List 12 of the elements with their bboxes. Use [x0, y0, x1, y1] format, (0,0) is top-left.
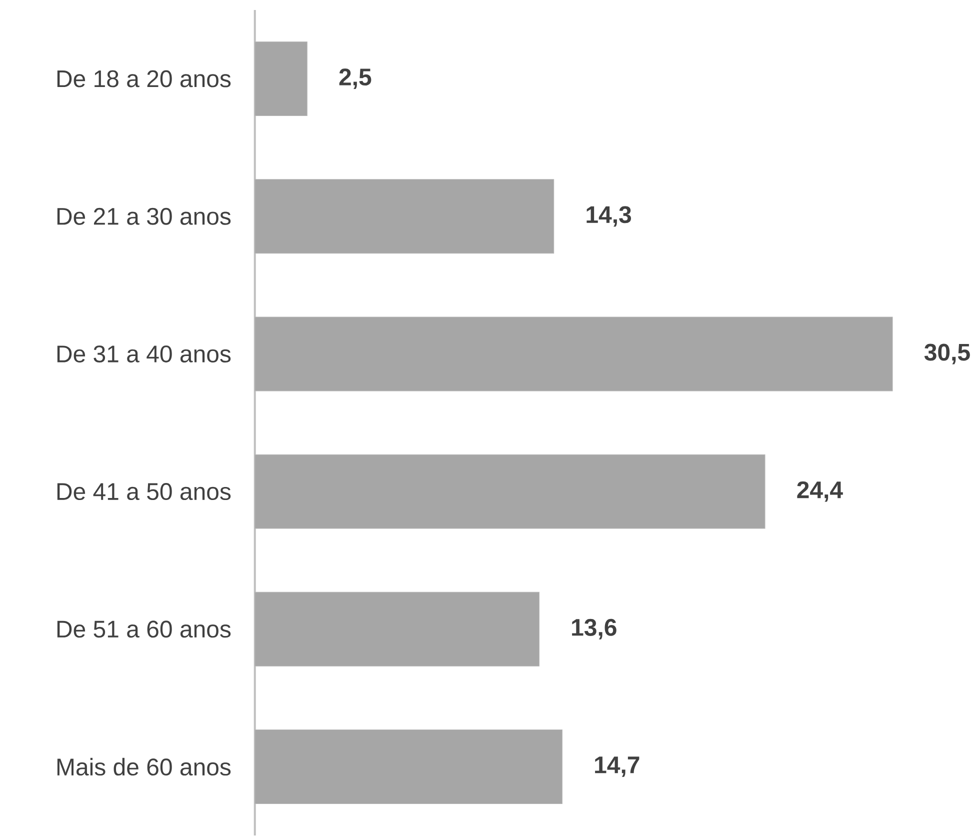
y-tick-label: De 31 a 40 anos — [57, 346, 231, 363]
y-tick-label: De 21 a 30 anos — [57, 208, 231, 226]
data-label: 14,7 — [595, 756, 640, 778]
y-tick-label: De 18 a 20 anos — [57, 70, 231, 88]
y-tick-label: De 51 a 60 anos — [57, 620, 231, 638]
data-label: 14,3 — [586, 206, 632, 227]
y-tick-label: De 41 a 50 anos — [57, 483, 231, 500]
data-label: 24,4 — [797, 482, 843, 502]
data-label: 13,6 — [572, 619, 616, 640]
data-label: 2,5 — [339, 68, 372, 90]
data-label: 30,5 — [924, 344, 970, 364]
y-tick-label: Mais de 60 anos — [57, 758, 231, 776]
